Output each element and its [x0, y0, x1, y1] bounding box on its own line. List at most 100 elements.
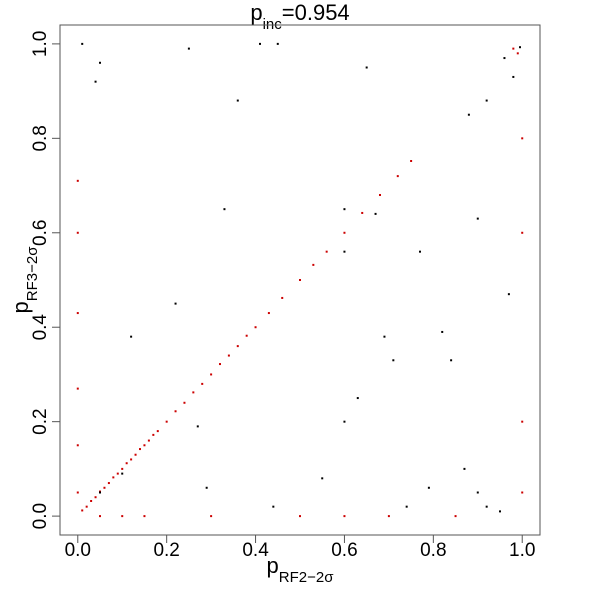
point [219, 363, 221, 366]
point [441, 330, 444, 333]
point [259, 42, 261, 45]
point [125, 462, 128, 465]
y-tick-label: 0.2 [30, 408, 51, 434]
point [147, 439, 150, 442]
point [112, 476, 115, 479]
point [236, 345, 239, 348]
point [174, 410, 177, 413]
point [121, 472, 124, 475]
point [76, 387, 79, 390]
point [76, 231, 79, 234]
point [343, 231, 346, 234]
point [374, 212, 377, 215]
point [419, 250, 421, 253]
point [94, 496, 97, 499]
point [223, 208, 226, 211]
point [90, 500, 93, 502]
point [343, 420, 346, 423]
point [156, 430, 159, 433]
point [383, 335, 386, 338]
y-tick-label: 0.8 [30, 125, 51, 151]
point [76, 312, 79, 315]
point [245, 334, 248, 337]
point [99, 61, 101, 64]
point [485, 99, 488, 102]
point [463, 467, 466, 470]
point [299, 515, 301, 518]
point [450, 359, 453, 362]
point [343, 208, 346, 211]
point [99, 515, 101, 518]
x-tick-label: 0.0 [65, 540, 91, 561]
point [165, 420, 168, 423]
point [143, 515, 146, 518]
point [521, 137, 524, 140]
point [343, 515, 346, 518]
x-tick-label: 0.4 [242, 540, 269, 561]
point [121, 515, 124, 518]
y-tick-label: 0.6 [30, 220, 51, 246]
point [499, 510, 501, 513]
point [174, 302, 177, 305]
point [476, 217, 479, 220]
point [183, 401, 186, 404]
point [130, 335, 133, 338]
point [427, 486, 430, 489]
point [99, 491, 101, 494]
point [521, 491, 524, 494]
point [476, 491, 479, 494]
point [467, 113, 470, 116]
point [519, 46, 521, 49]
point [94, 80, 97, 83]
point [396, 175, 399, 178]
point [521, 231, 524, 234]
point [485, 505, 488, 508]
point [139, 448, 141, 451]
point [210, 515, 213, 518]
point [103, 486, 106, 489]
plot-frame [59, 24, 541, 536]
x-tick-label: 0.6 [331, 540, 357, 561]
point [410, 160, 413, 162]
point [107, 482, 110, 485]
point [205, 486, 208, 489]
y-tick-label: 0.0 [30, 503, 51, 529]
x-tick-label: 0.8 [420, 540, 446, 561]
point [187, 47, 190, 50]
point [512, 47, 515, 50]
point [387, 515, 390, 518]
x-tick-label: 0.2 [153, 540, 179, 561]
point [152, 433, 155, 436]
point [507, 293, 510, 296]
point [503, 57, 506, 60]
y-axis-label: pRF3−2σ [8, 246, 41, 314]
x-tick-label: 1.0 [509, 540, 535, 561]
point [143, 444, 146, 447]
point [521, 420, 524, 423]
point [254, 326, 257, 329]
point [81, 42, 84, 45]
point [392, 359, 395, 362]
point [210, 373, 213, 376]
point [76, 444, 79, 447]
point [267, 312, 270, 315]
point [343, 250, 346, 253]
point [272, 505, 275, 508]
point [299, 279, 301, 281]
point [116, 472, 119, 475]
point [356, 397, 359, 400]
point [361, 211, 364, 214]
point [76, 179, 79, 182]
point [227, 354, 230, 357]
x-axis-label: pRF2−2σ [267, 553, 335, 586]
point [134, 453, 137, 456]
point [365, 66, 368, 69]
point [121, 467, 124, 470]
point [321, 477, 324, 480]
y-tick-label: 1.0 [30, 31, 51, 57]
point [130, 458, 133, 461]
point [276, 42, 279, 45]
point [512, 75, 515, 78]
point [325, 250, 328, 253]
